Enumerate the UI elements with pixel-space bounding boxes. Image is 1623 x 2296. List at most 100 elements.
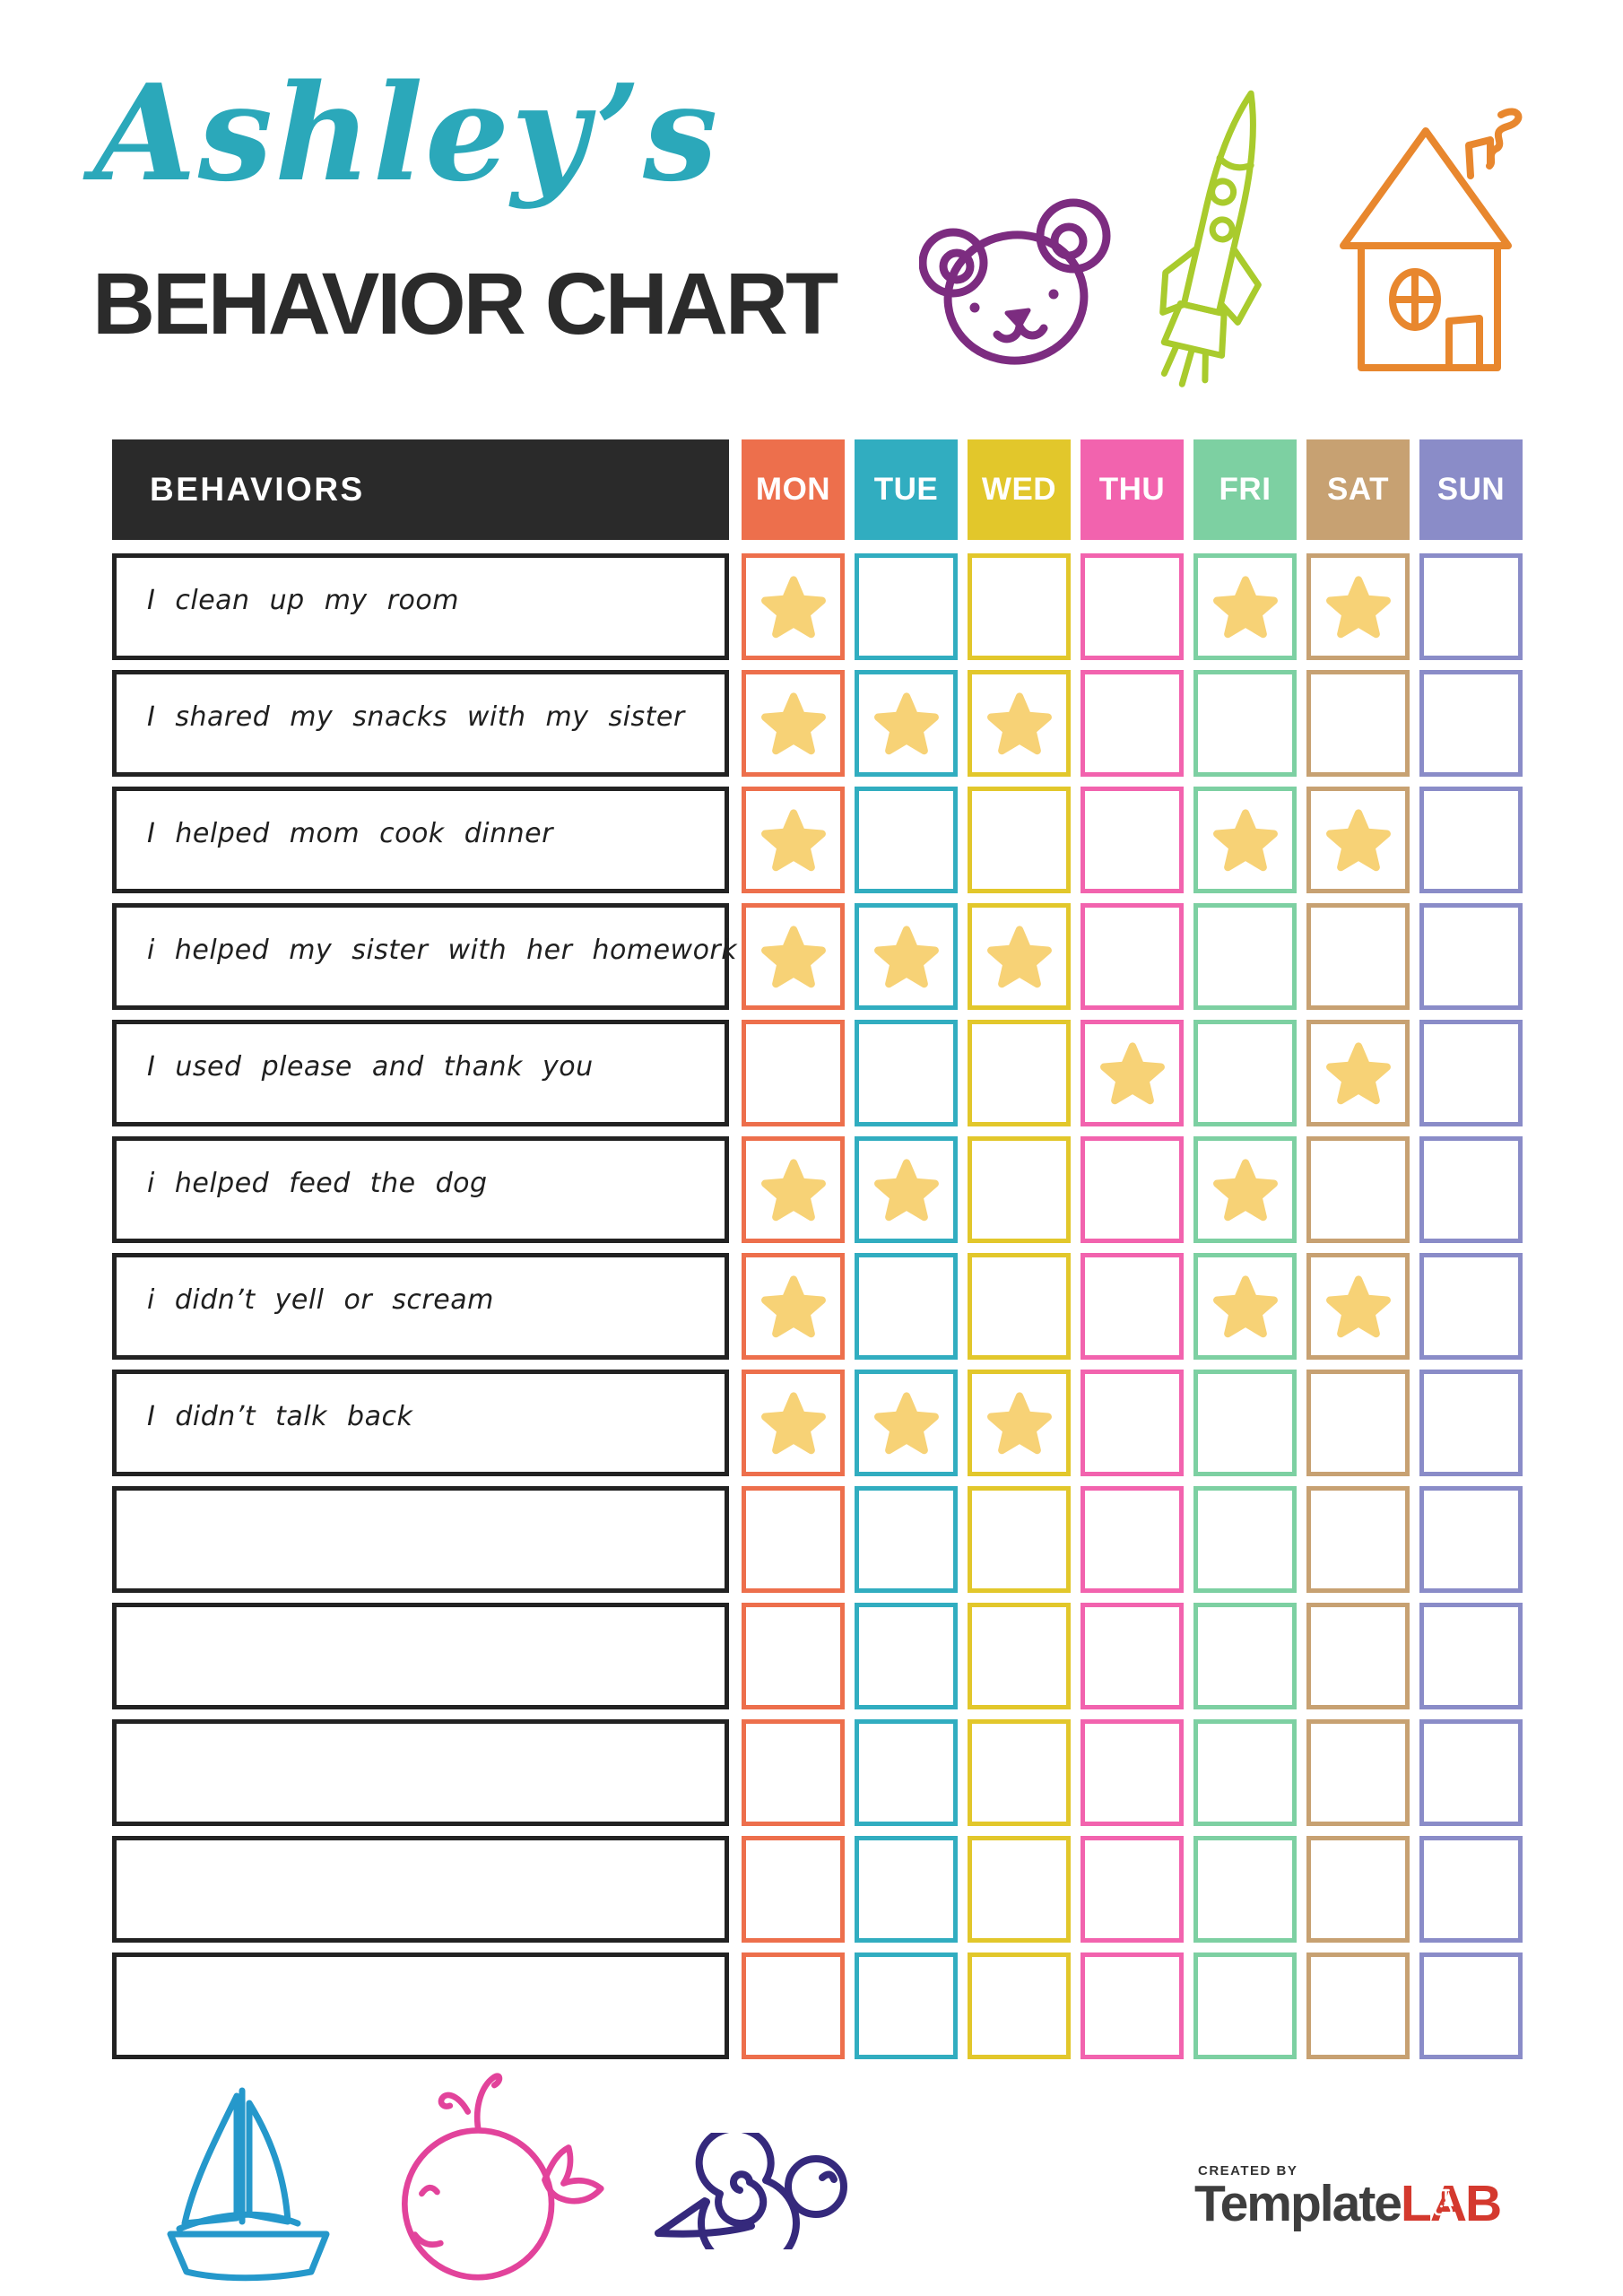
day-cell-sat[interactable]: [1306, 903, 1410, 1010]
day-cell-tue[interactable]: [855, 1719, 958, 1826]
day-cell-wed[interactable]: [968, 903, 1071, 1010]
day-cell-wed[interactable]: [968, 1370, 1071, 1476]
day-cell-wed[interactable]: [968, 1020, 1071, 1126]
day-cell-thu[interactable]: [1081, 1603, 1184, 1709]
day-cell-mon[interactable]: [742, 670, 845, 777]
day-cell-sun[interactable]: [1419, 1486, 1523, 1593]
behavior-label[interactable]: i didn’t yell or scream: [112, 1253, 729, 1360]
day-cell-mon[interactable]: [742, 1253, 845, 1360]
day-cell-sun[interactable]: [1419, 553, 1523, 660]
day-cell-sat[interactable]: [1306, 1952, 1410, 2059]
day-cell-sat[interactable]: [1306, 1136, 1410, 1243]
day-cell-mon[interactable]: [742, 553, 845, 660]
behavior-label[interactable]: I used please and thank you: [112, 1020, 729, 1126]
day-cell-mon[interactable]: [742, 1603, 845, 1709]
day-cell-wed[interactable]: [968, 1486, 1071, 1593]
day-cell-mon[interactable]: [742, 1836, 845, 1943]
day-cell-fri[interactable]: [1193, 553, 1297, 660]
day-cell-mon[interactable]: [742, 1020, 845, 1126]
day-cell-sun[interactable]: [1419, 1952, 1523, 2059]
day-cell-wed[interactable]: [968, 1836, 1071, 1943]
day-cell-tue[interactable]: [855, 1603, 958, 1709]
day-cell-tue[interactable]: [855, 903, 958, 1010]
day-cell-tue[interactable]: [855, 1836, 958, 1943]
behavior-label[interactable]: [112, 1952, 729, 2059]
day-cell-tue[interactable]: [855, 1952, 958, 2059]
day-cell-sun[interactable]: [1419, 1253, 1523, 1360]
day-cell-thu[interactable]: [1081, 1719, 1184, 1826]
day-cell-sun[interactable]: [1419, 1370, 1523, 1476]
day-cell-fri[interactable]: [1193, 1719, 1297, 1826]
day-cell-sat[interactable]: [1306, 1370, 1410, 1476]
day-cell-thu[interactable]: [1081, 553, 1184, 660]
behavior-label[interactable]: I clean up my room: [112, 553, 729, 660]
day-cell-thu[interactable]: [1081, 1253, 1184, 1360]
day-cell-tue[interactable]: [855, 1253, 958, 1360]
day-cell-sat[interactable]: [1306, 670, 1410, 777]
day-cell-wed[interactable]: [968, 1952, 1071, 2059]
day-cell-tue[interactable]: [855, 670, 958, 777]
day-cell-thu[interactable]: [1081, 1952, 1184, 2059]
day-cell-sat[interactable]: [1306, 1603, 1410, 1709]
day-cell-wed[interactable]: [968, 1136, 1071, 1243]
day-cell-mon[interactable]: [742, 787, 845, 893]
day-cell-tue[interactable]: [855, 787, 958, 893]
day-cell-wed[interactable]: [968, 553, 1071, 660]
day-cell-thu[interactable]: [1081, 787, 1184, 893]
day-cell-mon[interactable]: [742, 1370, 845, 1476]
day-cell-sat[interactable]: [1306, 1253, 1410, 1360]
day-cell-sun[interactable]: [1419, 1603, 1523, 1709]
day-cell-mon[interactable]: [742, 1486, 845, 1593]
day-cell-sun[interactable]: [1419, 1836, 1523, 1943]
day-cell-fri[interactable]: [1193, 1020, 1297, 1126]
day-cell-sun[interactable]: [1419, 1020, 1523, 1126]
day-cell-thu[interactable]: [1081, 1136, 1184, 1243]
day-cell-wed[interactable]: [968, 1603, 1071, 1709]
behavior-label[interactable]: [112, 1719, 729, 1826]
day-cell-sat[interactable]: [1306, 1836, 1410, 1943]
day-cell-fri[interactable]: [1193, 1136, 1297, 1243]
day-cell-wed[interactable]: [968, 1719, 1071, 1826]
behavior-label[interactable]: I didn’t talk back: [112, 1370, 729, 1476]
behavior-label[interactable]: [112, 1603, 729, 1709]
day-cell-tue[interactable]: [855, 1136, 958, 1243]
day-cell-sun[interactable]: [1419, 1719, 1523, 1826]
day-cell-fri[interactable]: [1193, 903, 1297, 1010]
day-cell-fri[interactable]: [1193, 1603, 1297, 1709]
behavior-label[interactable]: [112, 1486, 729, 1593]
day-cell-fri[interactable]: [1193, 787, 1297, 893]
day-cell-wed[interactable]: [968, 787, 1071, 893]
day-cell-sat[interactable]: [1306, 787, 1410, 893]
day-cell-thu[interactable]: [1081, 903, 1184, 1010]
day-cell-fri[interactable]: [1193, 1486, 1297, 1593]
behavior-label[interactable]: I helped mom cook dinner: [112, 787, 729, 893]
day-cell-wed[interactable]: [968, 670, 1071, 777]
day-cell-tue[interactable]: [855, 1486, 958, 1593]
day-cell-tue[interactable]: [855, 553, 958, 660]
day-cell-sat[interactable]: [1306, 1020, 1410, 1126]
day-cell-wed[interactable]: [968, 1253, 1071, 1360]
day-cell-fri[interactable]: [1193, 1836, 1297, 1943]
behavior-label[interactable]: I shared my snacks with my sister: [112, 670, 729, 777]
day-cell-sun[interactable]: [1419, 1136, 1523, 1243]
day-cell-mon[interactable]: [742, 1719, 845, 1826]
day-cell-thu[interactable]: [1081, 670, 1184, 777]
day-cell-sat[interactable]: [1306, 1719, 1410, 1826]
day-cell-sat[interactable]: [1306, 553, 1410, 660]
day-cell-mon[interactable]: [742, 1952, 845, 2059]
day-cell-sun[interactable]: [1419, 670, 1523, 777]
day-cell-sun[interactable]: [1419, 787, 1523, 893]
day-cell-sun[interactable]: [1419, 903, 1523, 1010]
day-cell-thu[interactable]: [1081, 1020, 1184, 1126]
day-cell-fri[interactable]: [1193, 1253, 1297, 1360]
day-cell-tue[interactable]: [855, 1370, 958, 1476]
day-cell-sat[interactable]: [1306, 1486, 1410, 1593]
day-cell-thu[interactable]: [1081, 1370, 1184, 1476]
day-cell-thu[interactable]: [1081, 1486, 1184, 1593]
day-cell-mon[interactable]: [742, 1136, 845, 1243]
day-cell-thu[interactable]: [1081, 1836, 1184, 1943]
day-cell-tue[interactable]: [855, 1020, 958, 1126]
day-cell-fri[interactable]: [1193, 1370, 1297, 1476]
behavior-label[interactable]: i helped my sister with her homework: [112, 903, 737, 1010]
day-cell-mon[interactable]: [742, 903, 845, 1010]
